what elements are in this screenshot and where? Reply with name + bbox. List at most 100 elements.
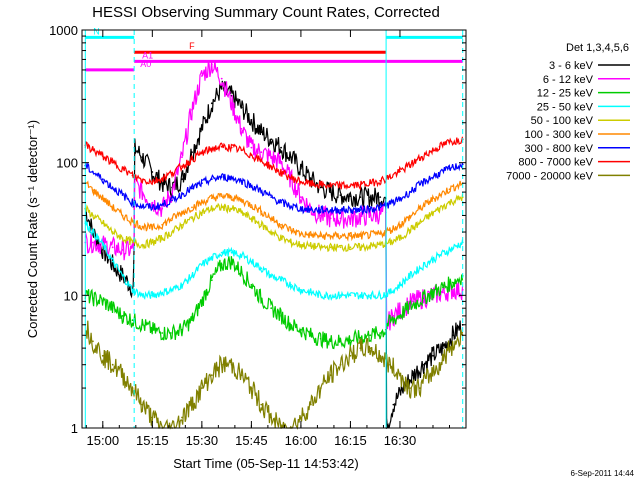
data-point — [161, 177, 164, 180]
data-point — [250, 119, 253, 121]
series-3-6-kev — [84, 80, 464, 429]
data-point — [359, 235, 362, 237]
data-point — [409, 229, 411, 232]
data-point — [250, 204, 253, 206]
data-point — [309, 403, 312, 406]
data-point — [389, 363, 391, 366]
data-point — [438, 363, 441, 366]
data-point — [379, 332, 382, 334]
data-point — [412, 303, 415, 306]
data-point — [141, 191, 144, 194]
data-point — [418, 222, 421, 225]
data-point — [379, 213, 382, 215]
data-point — [121, 249, 124, 251]
data-point — [141, 205, 144, 208]
data-point — [389, 202, 391, 205]
data-point — [92, 297, 94, 300]
data-point — [319, 337, 322, 340]
data-point — [369, 234, 372, 236]
data-point — [319, 184, 322, 186]
data-point — [131, 387, 134, 389]
data-point — [230, 102, 233, 105]
data-point — [191, 275, 193, 277]
data-point — [260, 190, 263, 193]
data-point — [240, 179, 243, 182]
data-point — [191, 403, 193, 406]
data-point — [438, 172, 441, 175]
data-point — [121, 374, 124, 377]
data-point — [339, 246, 342, 249]
data-point — [250, 387, 253, 389]
data-point — [151, 171, 154, 173]
data-point — [280, 223, 282, 226]
markers-layer — [84, 30, 464, 428]
data-point — [101, 300, 104, 303]
data-point — [141, 294, 144, 297]
flag-label-f: F — [189, 41, 195, 51]
data-point — [309, 178, 312, 181]
series-300-800-kev — [84, 162, 464, 216]
data-point — [161, 207, 164, 210]
legend-label: 100 - 300 keV — [525, 129, 594, 141]
data-point — [151, 328, 154, 331]
data-point — [359, 196, 362, 199]
data-point — [220, 263, 223, 266]
footer-date: 6-Sep-2011 14:44 — [571, 469, 635, 478]
series-line — [84, 162, 464, 216]
data-point — [339, 340, 342, 343]
y-tick-label: 100 — [56, 156, 78, 171]
data-point — [210, 374, 213, 377]
flag-label-a0: A0 — [140, 59, 151, 69]
data-point — [280, 237, 282, 240]
series-line — [84, 136, 464, 191]
data-point — [418, 267, 421, 270]
data-point — [359, 216, 362, 218]
data-point — [111, 186, 114, 189]
data-point — [418, 157, 421, 160]
data-point — [161, 291, 164, 294]
data-point — [230, 207, 233, 210]
data-point — [359, 336, 362, 339]
data-point — [428, 260, 431, 263]
data-point — [92, 241, 94, 244]
data-point — [399, 198, 401, 201]
series-line — [84, 80, 464, 429]
data-point — [151, 294, 154, 297]
data-point — [422, 363, 424, 366]
data-point — [121, 167, 124, 170]
data-point — [409, 275, 411, 277]
data-point — [369, 334, 372, 337]
data-point — [101, 222, 104, 225]
x-tick-label: 16:15 — [334, 433, 367, 448]
data-point — [379, 354, 382, 357]
data-point — [270, 217, 273, 220]
x-tick-label: 16:30 — [384, 433, 417, 448]
data-point — [290, 229, 292, 232]
data-point — [442, 286, 444, 289]
data-point — [171, 231, 174, 233]
data-point — [339, 209, 342, 211]
data-point — [230, 196, 233, 199]
data-point — [181, 165, 183, 168]
legend-title: Det 1,3,4,5,6 — [566, 42, 629, 54]
data-point — [442, 347, 444, 349]
data-point — [448, 167, 451, 170]
legend-label: 300 - 800 keV — [525, 143, 594, 155]
data-point — [250, 154, 253, 157]
x-axis-label: Start Time (05-Sep-11 14:53:42) — [173, 456, 358, 471]
data-point — [339, 363, 342, 366]
data-point — [121, 315, 124, 317]
data-point — [141, 225, 144, 228]
data-point — [438, 254, 441, 257]
y-tick-label: 10 — [64, 288, 78, 303]
series-800-7000-kev — [84, 136, 464, 191]
series-12-25-kev — [84, 256, 464, 350]
data-point — [270, 156, 273, 159]
data-point — [260, 267, 263, 270]
data-point — [181, 156, 183, 159]
data-point — [181, 223, 183, 226]
data-point — [448, 249, 451, 251]
y-tick-label: 1 — [71, 421, 78, 436]
y-axis-label: Corrected Count Rate (s⁻¹ detector⁻¹) — [25, 120, 40, 338]
data-point — [201, 152, 203, 155]
